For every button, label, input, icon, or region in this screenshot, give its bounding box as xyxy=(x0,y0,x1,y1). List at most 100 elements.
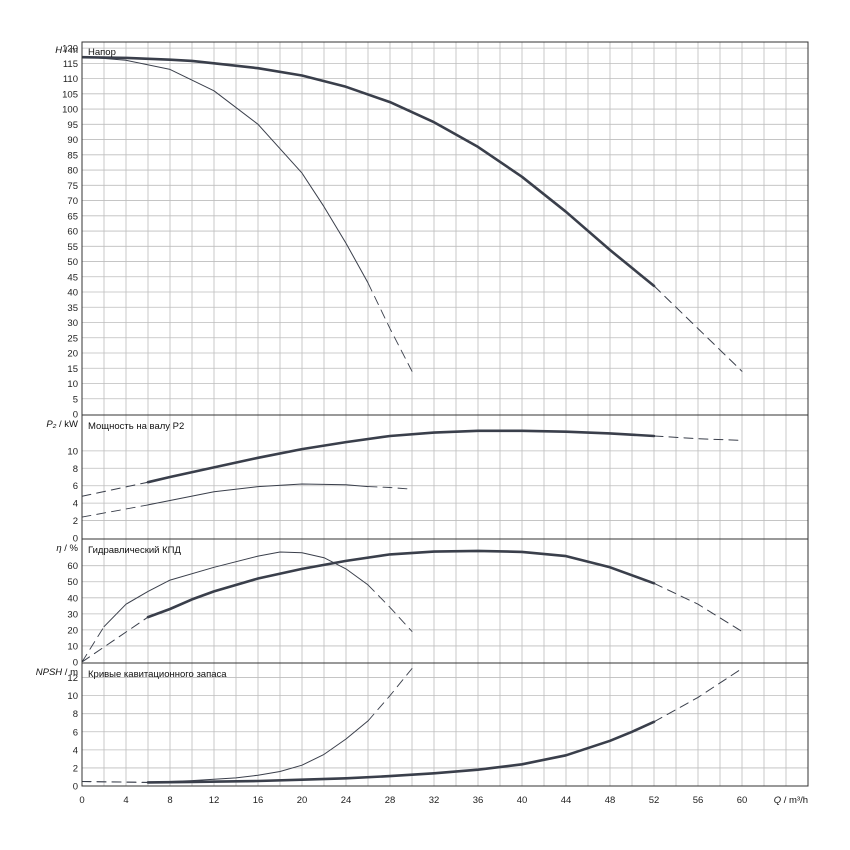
y-tick-label: 45 xyxy=(67,272,78,283)
power-curve-main-dashed xyxy=(653,435,743,441)
power-curve-secondary-dashed xyxy=(82,504,149,518)
y-tick-label: 6 xyxy=(73,481,78,492)
y-tick-label: 110 xyxy=(63,74,78,85)
y-tick-label: 15 xyxy=(67,364,78,375)
y-tick-label: 105 xyxy=(62,89,78,100)
y-tick-label: 30 xyxy=(67,318,78,329)
grid-layer xyxy=(82,42,808,786)
efficiency-axis-symbol: η xyxy=(56,543,61,554)
y-tick-label: 8 xyxy=(73,709,78,720)
x-tick-label: 44 xyxy=(561,795,572,806)
y-tick-label: 20 xyxy=(67,349,78,360)
npsh-axis-label: NPSH / m xyxy=(36,667,78,678)
y-tick-label: 10 xyxy=(67,691,78,702)
y-tick-label: 115 xyxy=(63,59,78,70)
efficiency-curve-secondary-dashed xyxy=(367,584,413,632)
y-tick-label: 55 xyxy=(67,242,78,253)
y-tick-label: 50 xyxy=(67,257,78,268)
efficiency-axis-unit: / % xyxy=(62,543,79,554)
efficiency-panel-title: Гидравлический КПД xyxy=(88,545,181,556)
x-axis-symbol: Q xyxy=(774,795,782,806)
y-tick-label: 40 xyxy=(67,593,78,604)
y-tick-label: 12 xyxy=(67,673,78,684)
power-curve-secondary-dashed xyxy=(367,486,413,490)
efficiency-curve-main-dashed xyxy=(82,616,149,662)
x-tick-label: 20 xyxy=(297,795,308,806)
npsh-panel-title: Кривые кавитационного запаса xyxy=(88,669,227,680)
power-axis-symbol: P₂ xyxy=(46,419,56,430)
head-curve-secondary-solid xyxy=(82,56,369,284)
x-tick-label: 28 xyxy=(385,795,396,806)
power-axis-unit: / kW xyxy=(56,419,78,430)
efficiency-axis-label: η / % xyxy=(56,543,78,554)
x-tick-label: 52 xyxy=(649,795,660,806)
x-tick-label: 8 xyxy=(167,795,172,806)
frame-layer xyxy=(81,41,809,787)
y-tick-label: 20 xyxy=(67,625,78,636)
head-axis-symbol: H xyxy=(55,45,62,56)
x-tick-label: 60 xyxy=(737,795,748,806)
y-tick-label: 10 xyxy=(67,641,78,652)
x-tick-label: 56 xyxy=(693,795,704,806)
y-tick-label: 10 xyxy=(67,446,78,457)
y-tick-label: 2 xyxy=(73,763,78,774)
y-tick-label: 4 xyxy=(73,745,78,756)
npsh-curve-main-dashed xyxy=(653,668,743,723)
head-axis-label: H / m xyxy=(55,45,78,56)
y-tick-label: 75 xyxy=(67,181,78,192)
y-tick-label: 120 xyxy=(62,44,78,55)
x-tick-label: 36 xyxy=(473,795,484,806)
y-tick-label: 95 xyxy=(67,120,78,131)
efficiency-curve-main-solid xyxy=(146,549,656,619)
y-tick-label: 0 xyxy=(73,782,78,793)
y-tick-label: 50 xyxy=(67,577,78,588)
x-tick-label: 40 xyxy=(517,795,528,806)
x-tick-label: 0 xyxy=(79,795,84,806)
x-tick-label: 32 xyxy=(429,795,440,806)
labels-layer: 0510152025303540455055606570758085909510… xyxy=(36,44,808,806)
x-tick-label: 16 xyxy=(253,795,264,806)
npsh-curve-secondary-dashed xyxy=(367,668,413,722)
y-tick-label: 60 xyxy=(67,561,78,572)
y-tick-label: 80 xyxy=(67,166,78,177)
y-tick-label: 5 xyxy=(73,394,78,405)
efficiency-curve-secondary-solid xyxy=(103,551,369,628)
plot-frame xyxy=(81,41,809,787)
curves-layer xyxy=(82,55,743,784)
y-tick-label: 65 xyxy=(67,211,78,222)
y-tick-label: 35 xyxy=(67,303,78,314)
y-tick-label: 70 xyxy=(67,196,78,207)
head-panel-title: Напор xyxy=(88,47,116,58)
power-curve-main-dashed xyxy=(82,481,149,497)
head-curve-secondary-dashed xyxy=(367,282,413,372)
power-curve-secondary-solid xyxy=(147,483,369,506)
power-panel-title: Мощность на валу P2 xyxy=(88,421,184,432)
head-axis-unit: / m xyxy=(62,45,78,56)
efficiency-curve-main-dashed xyxy=(653,582,743,632)
x-axis-unit: / m³/h xyxy=(781,795,808,806)
head-curve-main-solid xyxy=(82,55,656,288)
npsh-axis-symbol: NPSH xyxy=(36,667,63,678)
y-tick-label: 0 xyxy=(73,658,78,669)
y-tick-label: 90 xyxy=(67,135,78,146)
power-axis-label: P₂ / kW xyxy=(46,419,78,430)
x-tick-label: 12 xyxy=(209,795,220,806)
y-tick-label: 10 xyxy=(67,379,78,390)
npsh-axis-unit: / m xyxy=(62,667,78,678)
head-curve-main-dashed xyxy=(653,285,743,372)
y-tick-label: 100 xyxy=(62,105,78,116)
y-tick-label: 6 xyxy=(73,727,78,738)
efficiency-curve-secondary-dashed xyxy=(82,626,105,662)
y-tick-label: 30 xyxy=(67,609,78,620)
y-tick-label: 8 xyxy=(73,464,78,475)
npsh-curve-secondary-solid xyxy=(147,720,369,783)
y-tick-label: 0 xyxy=(73,534,78,545)
y-tick-label: 60 xyxy=(67,227,78,238)
y-tick-label: 4 xyxy=(73,499,78,510)
y-tick-label: 25 xyxy=(67,333,78,344)
x-tick-label: 4 xyxy=(123,795,128,806)
y-tick-label: 0 xyxy=(73,410,78,421)
x-tick-label: 24 xyxy=(341,795,352,806)
npsh-curve-secondary-dashed xyxy=(82,781,149,783)
